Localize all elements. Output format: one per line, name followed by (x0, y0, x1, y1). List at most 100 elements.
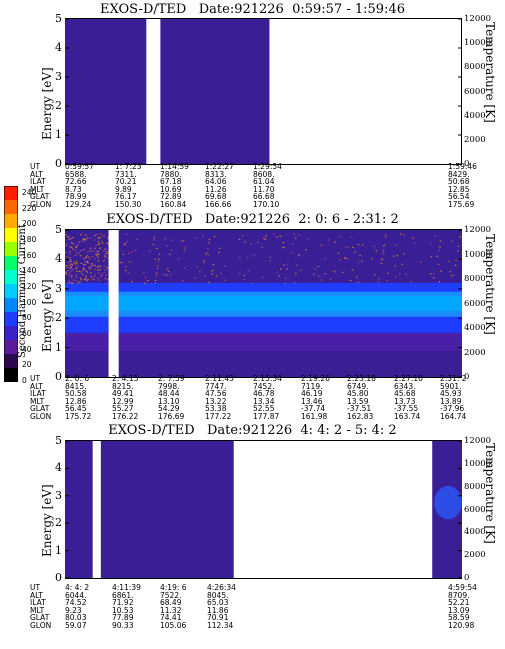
orbit-column: 2: 4:15 8215. 49.41 12.99 55.27 176.22 (112, 375, 139, 421)
orbit-value: 11.70 (253, 184, 275, 194)
orbit-row-label: ILAT (30, 389, 46, 399)
temperature-tick-label: 6000 (464, 298, 486, 309)
energy-tick-label: 2 (55, 516, 62, 530)
orbit-value: 13.22 (205, 396, 227, 406)
orbit-column: 4:26:34 8045. 65.03 11.86 70.91 112.34 (207, 584, 236, 630)
temperature-tick-label: 0 (464, 372, 470, 382)
orbit-column: 2:31: 2 5901. 45.93 13.89 -37.96 164.74 (440, 375, 467, 421)
orbit-row-label: UT (30, 374, 41, 383)
orbit-value: 6343. (394, 381, 416, 391)
band-core (65, 296, 109, 311)
orbit-value: 13.73 (394, 396, 416, 406)
orbit-column: 0:59:57 6588. 72.66 8.73 78.99 129.24 (65, 163, 94, 209)
orbit-value: 4:59:54 (448, 583, 477, 592)
orbit-value: 1:29:54 (253, 162, 282, 171)
orbit-value: 7522. (160, 590, 182, 600)
orbit-row-label: GLAT (30, 192, 50, 202)
energy-tick-label: 0 (55, 370, 62, 383)
temperature-tick-label: 10000 (464, 38, 492, 49)
orbit-column: 2: 0: 6 8415. 50.58 12.86 56.45 175.72 (65, 375, 91, 421)
colorbar-segment (4, 354, 18, 369)
colorbar-tick-label: 240 (22, 188, 37, 197)
energy-tick-label: 5 (55, 434, 62, 447)
orbit-row-labels: UT ALT ILAT MLT GLAT GLON (30, 163, 51, 209)
orbit-value: 12.99 (112, 396, 134, 406)
data-block (100, 441, 234, 578)
orbit-value: 66.68 (253, 192, 275, 202)
orbit-value: 8313. (205, 169, 227, 179)
colorbar-scale (4, 186, 18, 382)
orbit-value: 1:22:27 (205, 162, 234, 171)
temperature-tick-label: 8000 (464, 62, 486, 73)
orbit-value: 76.17 (115, 192, 137, 202)
orbit-value: 4:11:39 (112, 583, 141, 592)
orbit-value: 129.24 (65, 199, 92, 209)
orbit-row-label: GLON (30, 620, 52, 630)
band-low (65, 332, 109, 351)
orbit-column: 4:11:39 6861. 71.92 10.53 77.89 90.33 (112, 584, 141, 630)
orbit-value: 2: 7:59 (158, 374, 185, 383)
temperature-tick-label: 6000 (464, 504, 486, 515)
panel-title: EXOS-D/TED Date:921226 2: 0: 6 - 2:31: 2 (106, 212, 399, 227)
orbit-value: 6588. (65, 169, 87, 179)
colorbar-segment (4, 186, 18, 201)
orbit-value: 105.06 (160, 620, 187, 630)
orbit-value: 13.59 (347, 396, 369, 406)
orbit-value: 52.55 (253, 404, 275, 414)
orbit-value: 7880. (160, 169, 182, 179)
orbit-row-labels: UT ALT ILAT MLT GLAT GLON (30, 584, 51, 630)
orbit-value: 46.78 (253, 389, 275, 399)
orbit-value: 175.69 (448, 199, 475, 209)
orbit-row-labels: UT ALT ILAT MLT GLAT GLON (30, 375, 51, 421)
orbit-value: 2:15:34 (253, 374, 282, 383)
orbit-column: 1: 7:23 7311. 70.21 9.89 76.17 150.30 (115, 163, 142, 209)
orbit-value: -37.74 (301, 404, 326, 414)
orbit-value: 13.34 (253, 396, 275, 406)
orbit-column: 2:27:10 6343. 45.68 13.73 -37.55 163.74 (394, 375, 423, 421)
orbit-value: 71.92 (112, 598, 134, 608)
orbit-value: 64.06 (205, 177, 227, 187)
orbit-value: 8429. (448, 169, 470, 179)
panel-3: EXOS-D/TED Date:921226 4: 4: 2 - 5: 4: 2… (0, 421, 505, 649)
orbit-value: 112.34 (207, 620, 234, 630)
orbit-column: 2: 7:59 7998. 48.44 13.10 54.29 176.69 (158, 375, 185, 421)
colorbar-segment (4, 340, 18, 355)
temperature-tick-label: 0 (464, 159, 470, 169)
temperature-tick-label: 8000 (464, 274, 486, 284)
orbit-value: 162.83 (347, 411, 374, 421)
orbit-value: 65.03 (207, 598, 229, 608)
orbit-value: 13.09 (448, 605, 470, 615)
temperature-tick-label: 12000 (464, 436, 492, 446)
orbit-value: 8.73 (65, 184, 82, 194)
orbit-value: 56.45 (65, 404, 87, 414)
energy-tick-label: 2 (55, 99, 62, 112)
energy-tick-label: 5 (55, 12, 62, 25)
orbit-value: 50.58 (65, 389, 87, 399)
data-gap (108, 230, 119, 377)
orbit-column: 1:22:27 8313. 64.06 11.26 69.68 166.66 (205, 163, 234, 209)
orbit-value: 11.86 (207, 605, 229, 615)
orbit-row-label: MLT (30, 184, 45, 194)
orbit-value: 170.10 (253, 199, 280, 209)
colorbar-tick-label: 200 (22, 219, 37, 229)
data-block (118, 230, 462, 377)
orbit-value: 50.68 (448, 177, 470, 187)
orbit-value: 61.04 (253, 177, 275, 187)
orbit-value: 164.74 (440, 411, 467, 421)
orbit-value: 45.68 (394, 389, 416, 399)
orbit-value: 67.18 (160, 177, 182, 187)
orbit-value: 13.46 (301, 396, 323, 406)
data-block (432, 441, 462, 578)
colorbar-tick-label: 100 (22, 297, 37, 307)
orbit-value: -37.96 (440, 404, 465, 414)
orbit-value: 8608. (253, 169, 275, 179)
orbit-value: -37.51 (347, 404, 372, 414)
orbit-row-label: GLON (30, 199, 52, 209)
colorbar-tick-label: 60 (22, 329, 32, 338)
colorbar-segment (4, 200, 18, 215)
orbit-row-label: ILAT (30, 598, 46, 608)
orbit-value: 54.29 (158, 404, 180, 414)
orbit-value: 10.69 (160, 184, 182, 194)
orbit-column: 1:59:46 8429. 50.68 12.85 56.54 175.69 (448, 163, 477, 209)
orbit-value: 90.33 (112, 620, 134, 630)
